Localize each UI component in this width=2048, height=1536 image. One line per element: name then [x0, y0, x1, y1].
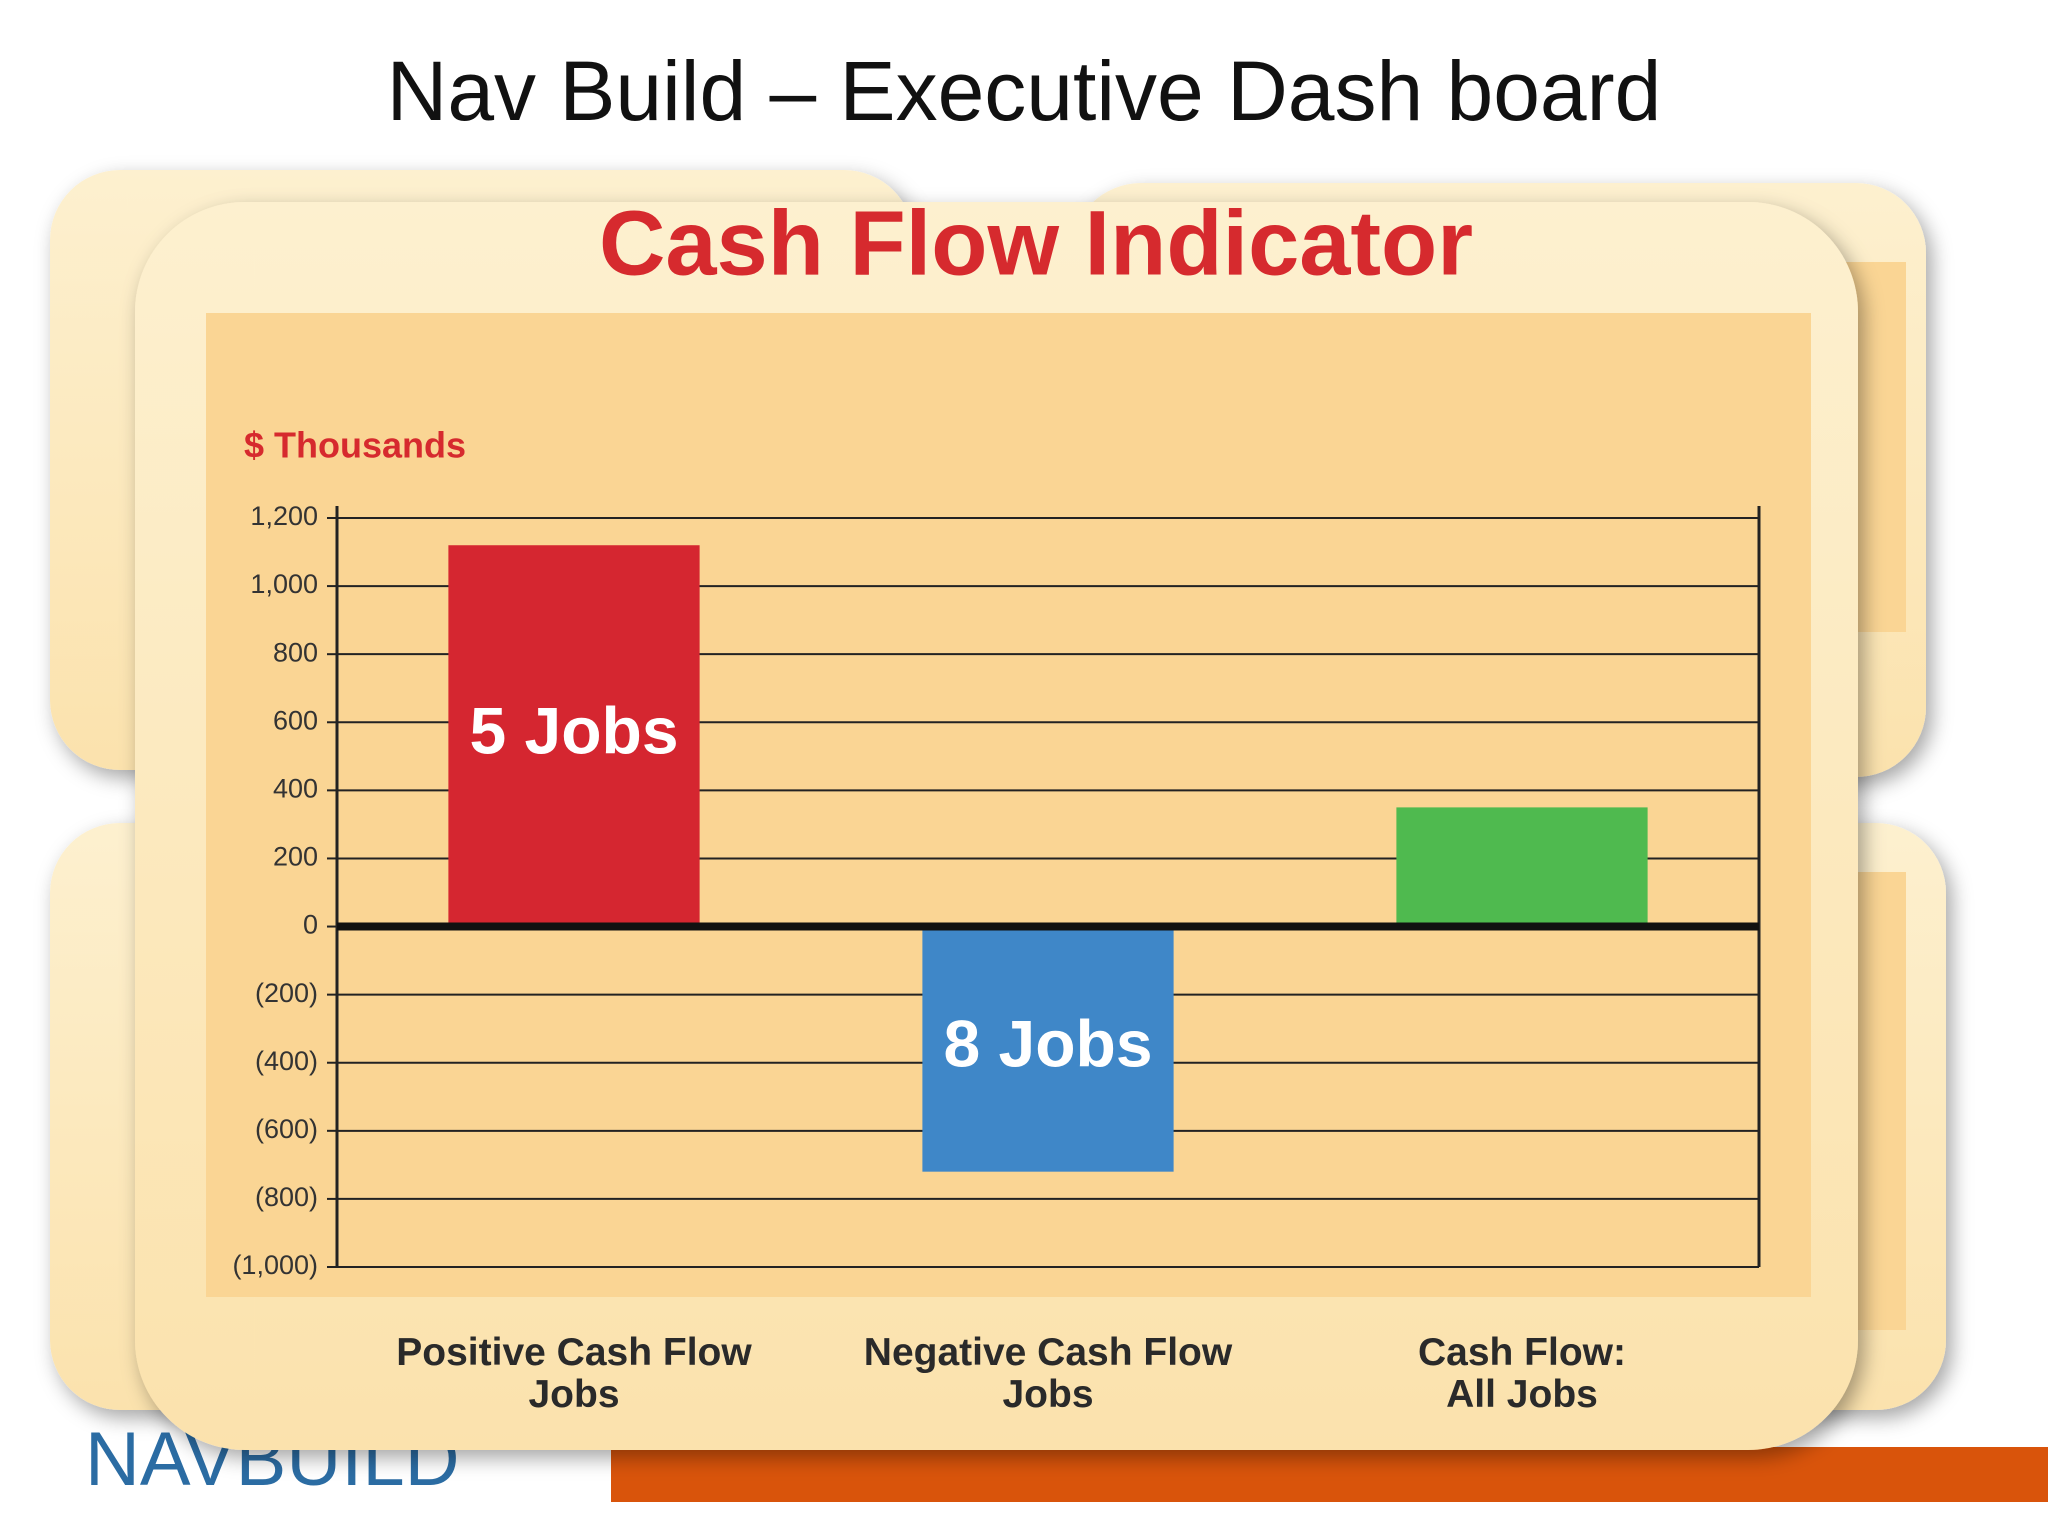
bar-label: 8 Jobs [943, 1007, 1152, 1081]
y-tick-label: (200) [255, 978, 318, 1008]
bar [922, 926, 1174, 1172]
bar-label: 5 Jobs [469, 693, 678, 767]
x-tick-label: Positive Cash Flow Jobs [396, 1331, 752, 1416]
y-tick-label: 800 [273, 637, 318, 667]
y-tick-label: (600) [255, 1114, 318, 1144]
chart-title: Cash Flow Indicator [599, 192, 1473, 294]
y-tick-label: (400) [255, 1046, 318, 1076]
y-tick-label: 1,000 [250, 569, 318, 599]
bar [1396, 807, 1648, 927]
y-tick-label: 200 [273, 842, 318, 872]
y-axis-label: $ Thousands [244, 425, 466, 466]
slide-title: Nav Build – Executive Dash board [387, 44, 1662, 138]
x-tick-label: Negative Cash Flow Jobs [863, 1331, 1233, 1416]
y-tick-label: (800) [255, 1182, 318, 1212]
footer-bar [611, 1447, 2048, 1502]
y-tick-label: 400 [273, 773, 318, 803]
y-tick-label: 1,200 [250, 501, 318, 531]
y-tick-label: 600 [273, 705, 318, 735]
bar [448, 545, 700, 927]
x-tick-label: Cash Flow: All Jobs [1417, 1331, 1626, 1416]
y-tick-label: 0 [303, 910, 318, 940]
y-tick-label: (1,000) [232, 1250, 318, 1280]
